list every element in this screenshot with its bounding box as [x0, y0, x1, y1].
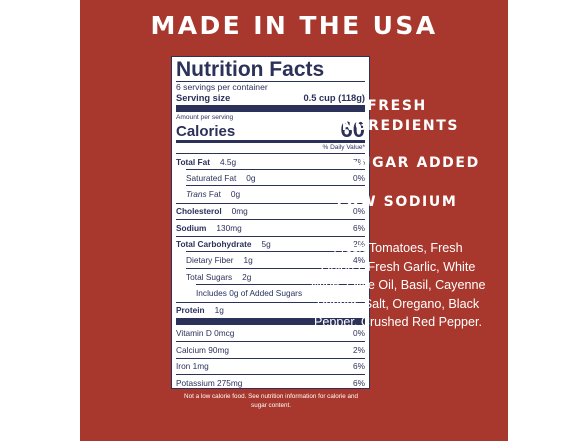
nutrient-amount: 0mg	[231, 206, 248, 217]
serving-size-row: Serving size 0.5 cup (118g)	[176, 92, 365, 104]
claim-no-sugar-added: NO SUGAR ADDED	[314, 155, 480, 171]
claim-text: FRESH INGREDIENTS	[334, 98, 460, 134]
calories-value: 60	[340, 117, 365, 142]
nutrient-amount: 4.5g	[219, 156, 237, 167]
vitamin-label: Iron 1mg	[176, 361, 209, 372]
divider-thick	[176, 318, 365, 325]
vitamin-daily-value: 6%	[353, 361, 365, 372]
calories-label: Calories	[176, 123, 236, 140]
nutrient-label: Total Carbohydrate	[176, 239, 252, 250]
nutrient-label: Saturated Fat	[186, 172, 237, 183]
divider-thick	[176, 105, 365, 112]
nutrient-label: Total Fat	[176, 156, 210, 167]
nutrient-row-sodium: Sodium 130mg 6%	[176, 219, 365, 236]
servings-per-container: 6 servings per container	[176, 82, 268, 92]
nutrient-amount: 0g	[230, 189, 241, 200]
claim-low-sodium: LOW SODIUM	[336, 194, 458, 210]
nutrient-row-cholesterol: Cholesterol 0mg 0%	[176, 202, 365, 220]
nutrient-label: Dietary Fiber	[186, 255, 234, 266]
nutrient-amount: 0g	[246, 172, 256, 183]
claim-fresh-ingredients: FRESH INGREDIENTS	[302, 96, 492, 136]
nutrient-row-saturated-fat: Saturated Fat 0g 0%	[176, 168, 365, 187]
nutrient-label: Total Sugars	[186, 271, 233, 282]
nutrient-label: Sodium	[176, 222, 207, 233]
nutrition-facts-label: Nutrition Facts 6 servings per container…	[171, 56, 370, 389]
nutrient-amount: 130mg	[216, 222, 242, 233]
nutrient-row-total-fat: Total Fat 4.5g 7%	[176, 153, 365, 170]
divider-line	[176, 81, 365, 82]
amount-per-serving: Amount per serving	[176, 114, 234, 121]
daily-value-header: % Daily Value*	[322, 144, 365, 151]
nutrient-amount: 2g	[242, 271, 252, 282]
divider-medium	[176, 140, 365, 143]
nutrient-daily-value: 6%	[353, 222, 365, 233]
nutrient-label: Cholesterol	[176, 206, 222, 217]
vitamin-list: Vitamin D 0mcg 0% Calcium 90mg 2% Iron 1…	[176, 325, 365, 388]
nutrient-daily-value: 0%	[353, 206, 365, 217]
vitamin-label: Calcium 90mg	[176, 345, 230, 356]
vitamin-row: Calcium 90mg 2%	[176, 341, 365, 357]
vitamin-label: Potassium 275mg	[176, 377, 243, 388]
nutrient-row-total-carbohydrate: Total Carbohydrate 5g 2%	[176, 235, 365, 253]
ingredients-list: Fresh Tomatoes, Fresh Onions, Fresh Garl…	[310, 241, 486, 329]
nutrient-daily-value: 2%	[353, 239, 365, 250]
calories-row: Calories 60	[176, 117, 365, 142]
nutrient-daily-value: 0%	[353, 172, 365, 183]
nutrient-row-dietary-fiber: Dietary Fiber 1g 4%	[176, 251, 365, 269]
nutrient-row-trans-fat: Trans Fat 0g	[176, 185, 365, 203]
nutrient-amount: 1g	[243, 255, 253, 266]
serving-size-value: 0.5 cup (118g)	[303, 93, 366, 103]
nutrient-label: Fat	[208, 189, 221, 200]
red-panel: MADE IN THE USA Nutrition Facts 6 servin…	[80, 0, 508, 441]
headline: MADE IN THE USA	[150, 11, 438, 40]
nutrition-facts-title: Nutrition Facts	[176, 58, 325, 81]
nutrient-label: Protein	[176, 305, 205, 316]
vitamin-row: Iron 1mg 6%	[176, 357, 365, 374]
nutrient-row-added-sugars: Includes 0g of Added Sugars	[176, 284, 365, 302]
nutrition-footnote: Not a low calorie food. See nutrition in…	[184, 393, 358, 409]
nutrient-label: Includes 0g of Added Sugars	[196, 288, 303, 299]
nutrient-amount: 1g	[214, 305, 224, 316]
nutrient-label-italic: Trans	[186, 189, 207, 200]
vitamin-daily-value: 6%	[353, 377, 365, 388]
vitamin-daily-value: 2%	[353, 345, 365, 356]
vitamin-row: Potassium 275mg 6%	[176, 374, 365, 388]
vitamin-label: Vitamin D 0mcg	[176, 328, 235, 339]
vitamin-row: Vitamin D 0mcg 0%	[176, 325, 365, 341]
vitamin-daily-value: 0%	[353, 328, 365, 339]
nutrient-daily-value: 7%	[353, 156, 365, 167]
serving-size-label: Serving size	[176, 93, 231, 103]
nutrient-row-total-sugars: Total Sugars 2g	[176, 267, 365, 286]
nutrient-amount: 5g	[261, 239, 271, 250]
nutrient-daily-value: 4%	[353, 255, 365, 266]
nutrient-row-protein: Protein 1g	[176, 301, 365, 319]
